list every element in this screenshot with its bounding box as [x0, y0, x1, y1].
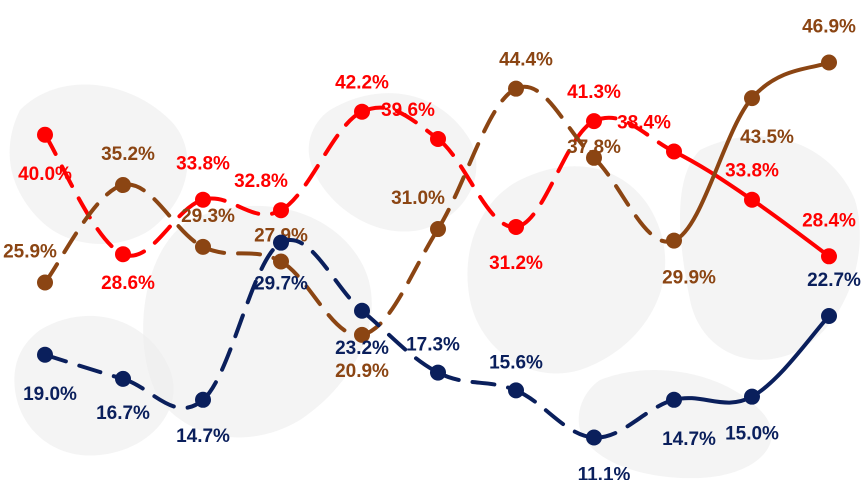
series-red-point: [508, 218, 524, 235]
series-brown-point: [115, 177, 131, 194]
series-red-segment: [121, 197, 205, 258]
series-red-data-label: 40.0%: [18, 164, 72, 185]
series-brown-data-label: 35.2%: [101, 144, 155, 165]
series-navy-segment: [592, 397, 676, 440]
series-brown-point: [821, 54, 837, 71]
series-red-segment: [436, 136, 518, 229]
series-red-data-label: 33.8%: [176, 154, 230, 175]
series-navy: 19.0% 16.7% 14.7% 29.7% 23.2% 17.3% 15.6% 11.1%…: [23, 234, 861, 480]
series-navy-data-label: 23.2%: [335, 338, 389, 359]
series-navy-point: [273, 234, 289, 251]
series-navy-point: [666, 391, 682, 408]
series-brown-point: [273, 253, 289, 270]
series-brown-data-label: 43.5%: [740, 127, 794, 148]
series-navy-point: [37, 346, 53, 363]
series-brown-segment: [436, 86, 518, 232]
series-red-point: [821, 248, 837, 265]
series-brown-data-label: 29.3%: [181, 206, 235, 227]
series-navy-segment: [514, 388, 596, 440]
series-red-data-label: 28.6%: [101, 273, 155, 294]
series-red-segment: [279, 109, 364, 213]
series-navy-data-label: 11.1%: [578, 465, 631, 480]
series-navy-point: [195, 391, 211, 408]
series-red-segment: [592, 115, 676, 154]
series-navy-segment: [201, 240, 283, 402]
series-red-data-label: 39.6%: [381, 100, 435, 121]
series-red-point: [586, 113, 602, 130]
series-red-point: [37, 126, 53, 143]
series-brown-data-label: 20.9%: [335, 361, 389, 382]
series-navy-data-label: 14.7%: [662, 429, 716, 450]
series-brown-segment: [672, 96, 754, 243]
series-brown-segment: [360, 227, 440, 337]
series-navy-point: [821, 308, 837, 324]
series-navy-data-label: 16.7%: [96, 403, 150, 424]
series-red-data-label: 31.2%: [489, 253, 543, 274]
series-red-data-label: 38.4%: [617, 113, 671, 134]
series-brown-segment: [592, 155, 676, 244]
series-red: 40.0%28.6%33.8%32.8%42.2%39.6%31.2%41.3%…: [18, 73, 856, 294]
series-red-point: [115, 246, 131, 263]
series-brown-data-label: 37.8%: [567, 137, 621, 158]
series-brown-point: [586, 149, 602, 166]
series-navy-point: [430, 364, 446, 381]
series-navy-segment: [360, 308, 440, 375]
series-red-data-label: 41.3%: [567, 82, 621, 103]
series-brown-point: [666, 232, 682, 249]
series-brown-point: [744, 90, 760, 107]
series-brown-segment: [750, 60, 831, 101]
series-red-segment: [43, 132, 125, 257]
series-brown-segment: [43, 183, 125, 285]
series-brown-segment: [279, 259, 364, 337]
series-navy-data-label: 14.7%: [176, 426, 230, 447]
series-red-point: [744, 191, 760, 208]
series-layer: 40.0%28.6%33.8%32.8%42.2%39.6%31.2%41.3%…: [3, 16, 861, 480]
series-red-data-label: 28.4%: [802, 210, 856, 231]
series-navy-data-label: 15.6%: [489, 352, 543, 373]
series-navy-point: [115, 370, 131, 387]
series-navy-segment: [436, 370, 518, 393]
series-navy-point: [354, 302, 370, 319]
series-navy-segment: [279, 238, 364, 313]
series-navy-segment: [121, 376, 205, 410]
background-map-watermark: [9, 84, 860, 479]
series-red-data-label: 32.8%: [234, 171, 288, 192]
series-red-point: [354, 103, 370, 120]
series-brown-point: [430, 221, 446, 238]
series-navy-data-label: 15.0%: [725, 424, 779, 445]
series-brown-segment: [121, 182, 205, 249]
series-red-segment: [360, 105, 440, 141]
series-navy-point: [586, 429, 602, 446]
series-navy-point: [508, 382, 524, 399]
series-brown-data-label: 25.9%: [3, 241, 57, 262]
series-brown-data-label: 31.0%: [391, 188, 445, 209]
series-navy-segment: [672, 394, 754, 405]
series-navy-data-label: 29.7%: [254, 274, 308, 295]
series-brown-point: [195, 238, 211, 255]
series-brown-segment: [514, 84, 596, 160]
series-red-point: [195, 191, 211, 208]
series-red-segment: [514, 119, 596, 229]
series-navy-point: [744, 388, 760, 405]
series-red-point: [430, 130, 446, 147]
series-brown-data-label: 44.4%: [499, 50, 553, 71]
series-brown-data-label: 46.9%: [802, 16, 856, 37]
series-brown-data-label: 29.9%: [662, 268, 716, 289]
series-brown: 25.9%35.2%29.3%27.9%20.9%31.0%44.4%37.8%…: [3, 16, 856, 381]
series-brown-point: [37, 274, 53, 291]
series-red-point: [666, 143, 682, 160]
series-red-data-label: 33.8%: [725, 161, 779, 182]
series-brown-segment: [201, 244, 283, 264]
series-red-point: [273, 202, 289, 219]
series-navy-data-label: 19.0%: [23, 384, 77, 405]
series-navy-data-label: 22.7%: [807, 270, 861, 291]
series-brown-point: [508, 80, 524, 97]
series-red-data-label: 42.2%: [335, 73, 389, 94]
series-navy-data-label: 17.3%: [406, 335, 460, 356]
series-red-segment: [201, 196, 283, 217]
series-brown-point: [354, 326, 370, 343]
